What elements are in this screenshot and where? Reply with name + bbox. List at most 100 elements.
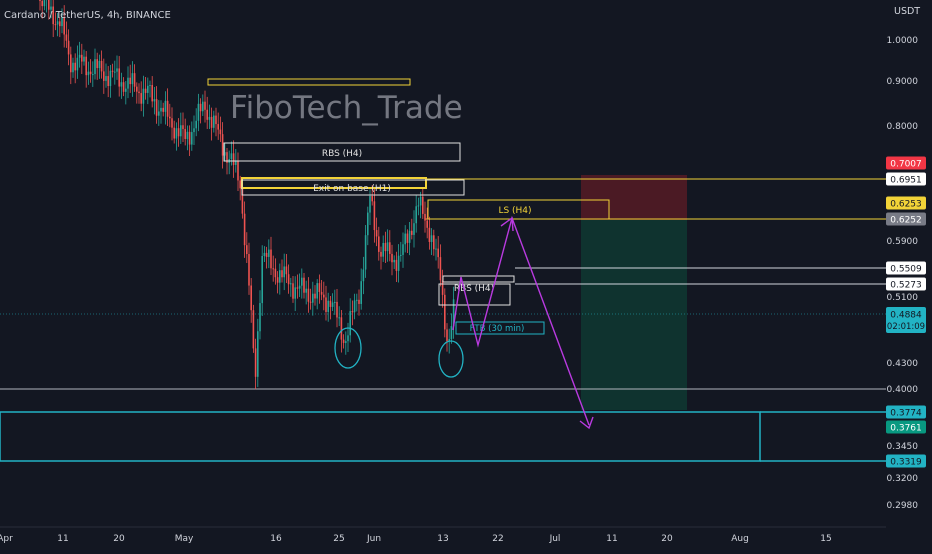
candle-body: [286, 266, 288, 274]
symbol-title: Cardano / TetherUS, 4h, BINANCE: [4, 10, 171, 21]
price-labels: 0.70070.69510.62530.62520.55090.52730.48…: [886, 157, 926, 468]
x-tick-label: Aug: [731, 534, 749, 544]
x-tick-label: Jul: [549, 534, 561, 544]
candle-body: [127, 78, 129, 89]
candle-body: [171, 118, 173, 127]
price-tag-label: 0.4884: [890, 311, 922, 321]
candle-body: [407, 234, 409, 243]
candle-body: [206, 110, 208, 120]
candle-body: [250, 286, 252, 311]
x-tick-label: Jun: [366, 534, 381, 544]
candle-body: [59, 21, 61, 26]
candle-body: [301, 278, 303, 286]
candle-body: [343, 340, 345, 343]
candle-body: [246, 245, 248, 254]
price-axis[interactable]: USDT: [894, 6, 920, 17]
candle-body: [222, 134, 224, 155]
x-tick-label: 20: [113, 534, 125, 544]
candle-body: [41, 1, 43, 6]
candle-body: [112, 71, 114, 72]
y-tick-label: 0.9000: [887, 77, 919, 87]
candle-body: [272, 268, 274, 269]
candle-body: [378, 236, 380, 251]
candle-body: [244, 214, 246, 246]
candle-body: [74, 63, 76, 71]
candle-body: [332, 302, 334, 307]
watermark-text: FiboTech_Trade: [230, 90, 463, 126]
candle-body: [99, 61, 101, 68]
candle-body: [409, 231, 411, 243]
x-tick-label: 15: [820, 534, 831, 544]
candle-body: [270, 250, 272, 269]
candle-body: [233, 153, 235, 165]
candle-body: [195, 121, 197, 129]
candle-body: [88, 72, 90, 76]
candle-body: [297, 287, 299, 288]
candle-body: [160, 108, 162, 112]
candle-body: [294, 287, 296, 298]
candle-body: [145, 89, 147, 93]
candle-body: [77, 58, 79, 71]
candle-body: [138, 92, 140, 93]
candle-body: [116, 68, 118, 71]
stop-zone[interactable]: [581, 175, 687, 220]
price-tag-label: 0.3774: [890, 409, 922, 419]
candle-body: [215, 116, 217, 124]
y-tick-label: 0.2980: [887, 501, 919, 511]
candle-body: [431, 235, 433, 242]
price-tag-label: 0.5273: [890, 281, 922, 291]
candle-body: [264, 253, 266, 256]
y-tick-label: 0.4300: [887, 359, 919, 369]
candle-body: [169, 117, 171, 119]
candle-body: [319, 283, 321, 292]
candle-body: [391, 254, 393, 262]
candle-body: [182, 125, 184, 129]
candle-body: [288, 274, 290, 284]
candle-body: [90, 72, 92, 74]
candle-body: [437, 249, 439, 258]
x-tick-label: Apr: [0, 534, 13, 544]
y-tick-label: 0.8000: [887, 122, 919, 132]
candle-body: [200, 104, 202, 111]
candle-body: [444, 295, 446, 330]
candle-body: [308, 289, 310, 302]
price-tag-label: 0.6253: [890, 200, 922, 210]
candle-body: [374, 201, 376, 230]
candle-body: [305, 289, 307, 293]
candle-body: [237, 161, 239, 181]
candle-body: [303, 278, 305, 293]
candle-body: [149, 85, 151, 86]
candle-body: [261, 256, 263, 303]
candle-body: [257, 331, 259, 377]
candle-body: [187, 132, 189, 139]
candle-body: [118, 68, 120, 86]
candle-body: [365, 235, 367, 269]
candle-body: [354, 300, 356, 312]
x-tick-label: 20: [661, 534, 673, 544]
candle-body: [396, 260, 398, 271]
candle-body: [92, 74, 94, 75]
candle-body: [281, 270, 283, 277]
candle-body: [398, 256, 400, 271]
candle-body: [129, 78, 131, 84]
candle-body: [107, 76, 109, 86]
candle-body: [426, 221, 428, 228]
zone-label-rbs-1: RBS (H4): [322, 149, 362, 159]
y-tick-label: 0.3200: [887, 474, 919, 484]
candle-body: [132, 73, 134, 84]
candle-body: [367, 213, 369, 236]
candle-body: [66, 34, 68, 40]
candle-body: [81, 55, 83, 62]
candle-body: [312, 294, 314, 303]
candle-body: [85, 57, 87, 75]
candle-body: [213, 116, 215, 128]
target-zone[interactable]: [581, 220, 687, 410]
candle-body: [156, 99, 158, 116]
candle-body: [211, 117, 213, 128]
candle-body: [259, 303, 261, 331]
candle-body: [321, 292, 323, 295]
candle-body: [231, 153, 233, 159]
